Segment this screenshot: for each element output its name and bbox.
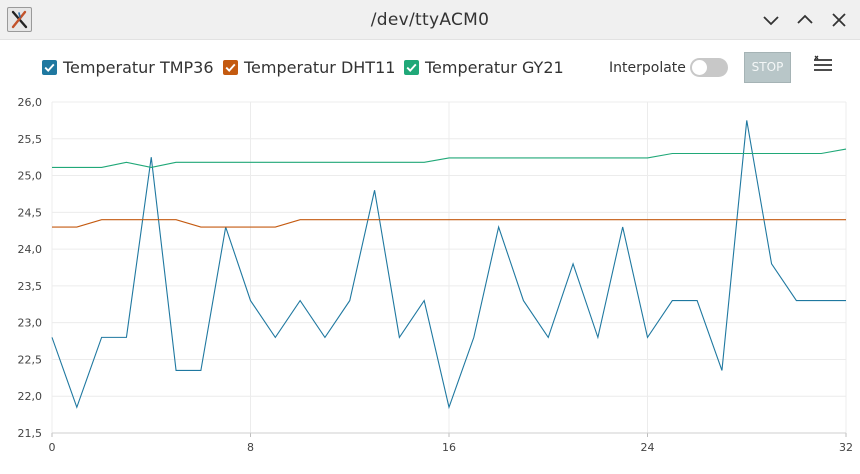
x-tick-label: 8 xyxy=(247,441,254,454)
series-line-3 xyxy=(52,148,847,169)
y-tick-label: 22,0 xyxy=(18,390,43,403)
y-tick-label: 26,0 xyxy=(18,96,43,109)
checkbox-gy21[interactable] xyxy=(404,60,419,75)
series-lines xyxy=(51,120,847,410)
checkbox-dht11[interactable] xyxy=(223,60,238,75)
x-tick-label: 32 xyxy=(839,441,853,454)
checkmark-icon xyxy=(44,63,55,72)
x-axis-tick-labels: 0 8 16 24 32 xyxy=(49,441,854,454)
maximize-button[interactable] xyxy=(795,10,815,30)
checkmark-icon xyxy=(225,63,236,72)
y-tick-label: 23,5 xyxy=(18,280,43,293)
y-tick-label: 24,0 xyxy=(18,243,43,256)
chevron-up-icon xyxy=(797,14,813,24)
y-tick-label: 24,5 xyxy=(18,206,43,219)
window-title: /dev/ttyACM0 xyxy=(370,10,490,30)
checkmark-icon xyxy=(406,63,417,72)
y-axis-tick-labels: 21,5 22,0 22,5 23,0 23,5 24,0 24,5 25,0 25,5 26,0 xyxy=(18,96,43,440)
legend-label: Temperatur DHT11 xyxy=(244,58,396,77)
y-tick-label: 23,0 xyxy=(18,317,43,330)
interpolate-toggle[interactable] xyxy=(690,58,728,77)
stop-button[interactable]: STOP xyxy=(744,52,791,83)
y-tick-label: 21,5 xyxy=(18,427,43,440)
interpolate-label: Interpolate xyxy=(609,60,686,76)
series-line-1 xyxy=(51,120,846,410)
minimize-button[interactable] xyxy=(761,10,781,30)
y-tick-label: 25,0 xyxy=(18,170,43,183)
y-tick-label: 25,5 xyxy=(18,133,43,146)
series-line-2 xyxy=(52,219,846,228)
legend-label: Temperatur TMP36 xyxy=(63,58,214,77)
x-tick-label: 0 xyxy=(49,441,56,454)
chevron-down-icon xyxy=(763,16,779,26)
y-tick-label: 22,5 xyxy=(18,353,43,366)
checkbox-tmp36[interactable] xyxy=(42,60,57,75)
close-button[interactable] xyxy=(829,10,849,30)
x-tick-label: 24 xyxy=(641,441,655,454)
plotter-toolbar: Temperatur TMP36 Temperatur DHT11 Temper… xyxy=(0,40,860,96)
legend-label: Temperatur GY21 xyxy=(425,58,564,77)
title-bar: /dev/ttyACM0 xyxy=(0,0,860,40)
x-gridlines xyxy=(51,102,847,437)
temperature-chart: 21,5 22,0 22,5 23,0 23,5 24,0 24,5 25,0 25,5 26,0… xyxy=(18,96,854,454)
x-tick-label: 16 xyxy=(442,441,456,454)
clear-list-icon xyxy=(814,55,832,71)
toggle-knob xyxy=(692,60,707,75)
app-logo-icon xyxy=(7,7,32,32)
close-icon xyxy=(832,13,846,27)
clear-menu-button[interactable] xyxy=(812,55,834,75)
